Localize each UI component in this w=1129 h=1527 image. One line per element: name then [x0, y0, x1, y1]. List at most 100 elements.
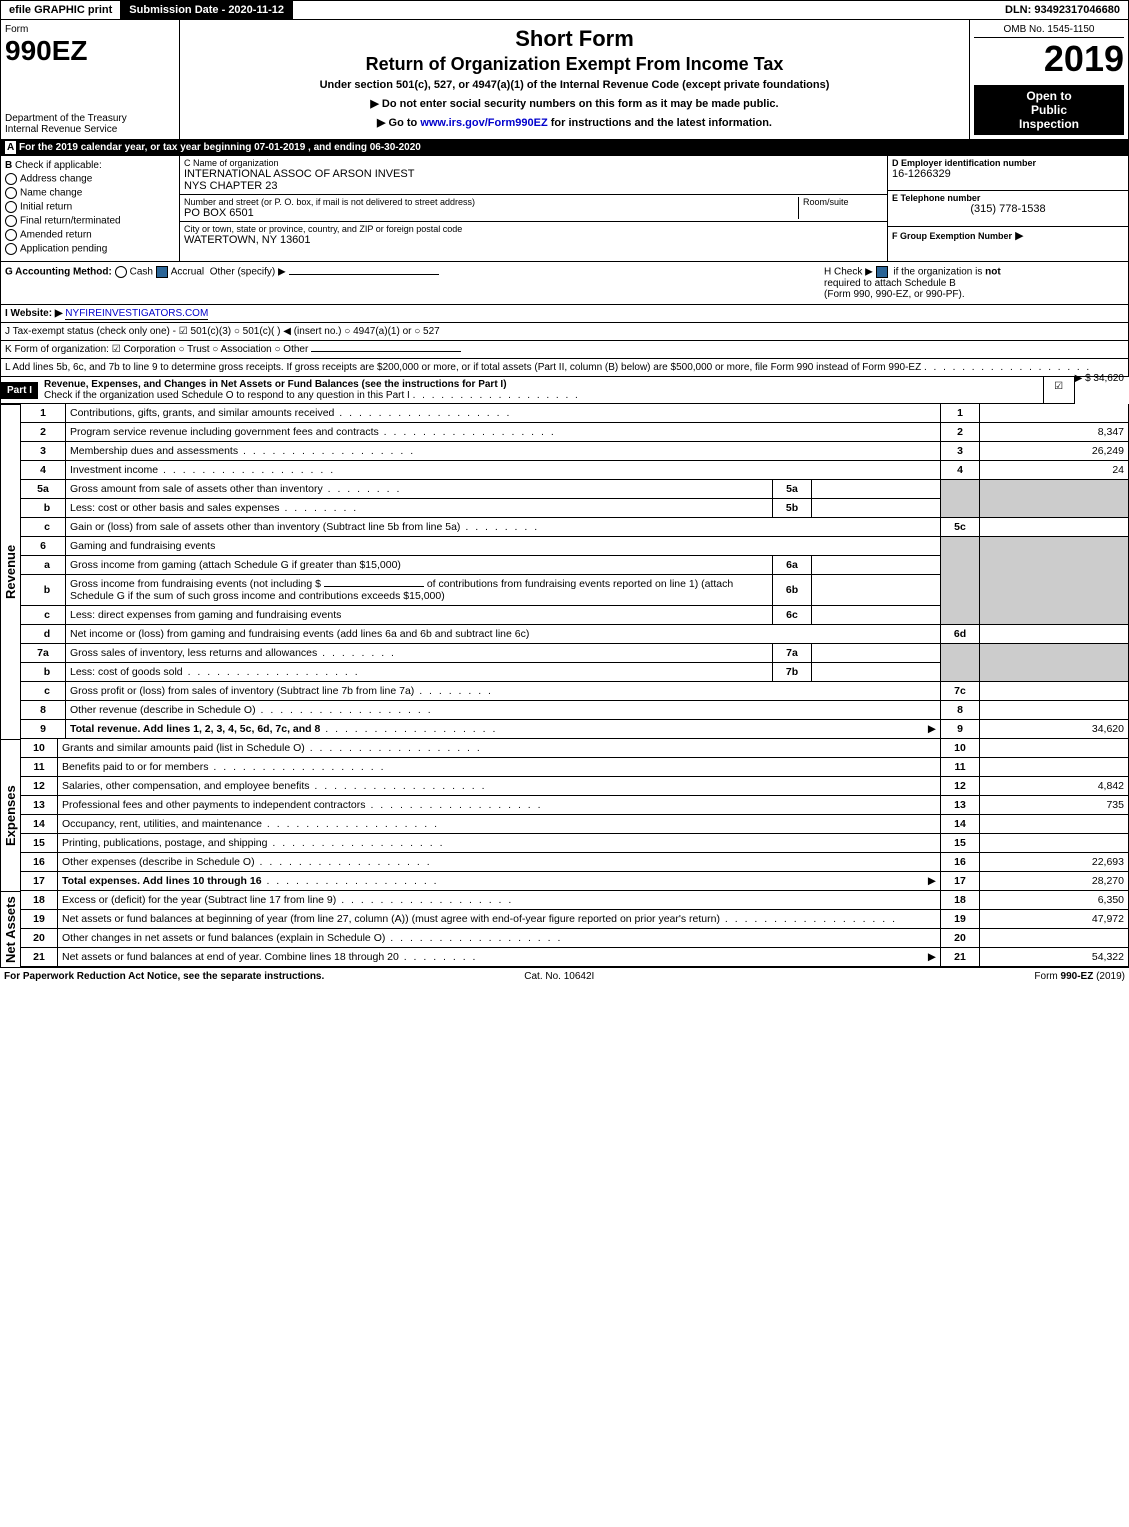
ln12-val: 4,842 [980, 777, 1129, 796]
ln6b-mini: 6b [773, 575, 812, 606]
efile-label[interactable]: efile GRAPHIC print [1, 1, 121, 19]
accrual-checkbox[interactable] [156, 266, 168, 278]
ln5b-mini: 5b [773, 499, 812, 518]
ln20-desc: Other changes in net assets or fund bala… [62, 932, 385, 944]
section-def: D Employer identification number 16-1266… [888, 156, 1128, 261]
part1-title: Revenue, Expenses, and Changes in Net As… [44, 379, 507, 390]
footer-left: For Paperwork Reduction Act Notice, see … [4, 971, 324, 982]
line-20: 20 Other changes in net assets or fund b… [21, 929, 1129, 948]
section-g: G Accounting Method: Cash Accrual Other … [5, 266, 824, 300]
ln18-col: 18 [941, 891, 980, 910]
cash-label: Cash [130, 267, 153, 278]
amended-return-radio[interactable] [5, 229, 17, 241]
ln6b-d1: Gross income from fundraising events (no… [70, 578, 321, 590]
h-text2: if the organization is [893, 267, 985, 278]
line-21: 21 Net assets or fund balances at end of… [21, 948, 1129, 967]
row-gh: G Accounting Method: Cash Accrual Other … [0, 262, 1129, 305]
org-name-1: INTERNATIONAL ASSOC OF ARSON INVEST [184, 168, 883, 180]
ln5c-val [980, 518, 1129, 537]
ln11-desc: Benefits paid to or for members [62, 761, 208, 773]
title-return: Return of Organization Exempt From Incom… [188, 54, 961, 75]
ln6d-desc: Net income or (loss) from gaming and fun… [66, 625, 941, 644]
header-left: Form 990EZ Department of the Treasury In… [1, 20, 180, 139]
ln6a-num: a [21, 556, 66, 575]
ln16-col: 16 [941, 853, 980, 872]
ln16-num: 16 [21, 853, 58, 872]
ln16-val: 22,693 [980, 853, 1129, 872]
ln19-col: 19 [941, 910, 980, 929]
revenue-label: Revenue [1, 404, 21, 739]
form-of-org: K Form of organization: ☑ Corporation ○ … [5, 344, 308, 355]
ln6d-val [980, 625, 1129, 644]
org-address: PO BOX 6501 [184, 207, 798, 219]
ln7a-mini: 7a [773, 644, 812, 663]
subtitle: Under section 501(c), 527, or 4947(a)(1)… [188, 79, 961, 91]
group-exempt-label: F Group Exemption Number [892, 231, 1012, 241]
part1-checkmark[interactable]: ☑ [1043, 377, 1074, 403]
ln3-col: 3 [941, 442, 980, 461]
revenue-section: Revenue 1 Contributions, gifts, grants, … [0, 404, 1129, 739]
ln17-val: 28,270 [980, 872, 1129, 891]
addr-change-radio[interactable] [5, 173, 17, 185]
addr-change-label: Address change [20, 174, 92, 185]
ln5c-col: 5c [941, 518, 980, 537]
ln4-desc: Investment income [70, 464, 158, 476]
line-7a: 7a Gross sales of inventory, less return… [21, 644, 1129, 663]
app-pending-radio[interactable] [5, 243, 17, 255]
ln12-col: 12 [941, 777, 980, 796]
ln17-desc: Total expenses. Add lines 10 through 16 [62, 875, 262, 887]
l-dots [924, 362, 1091, 373]
ln7b-desc: Less: cost of goods sold [70, 666, 183, 678]
phone-label: E Telephone number [892, 193, 1124, 203]
ln12-desc: Salaries, other compensation, and employ… [62, 780, 309, 792]
ln14-num: 14 [21, 815, 58, 834]
cash-radio[interactable] [115, 266, 127, 278]
ln7b-minival [812, 663, 941, 682]
expenses-section: Expenses 10 Grants and similar amounts p… [0, 739, 1129, 891]
footer-right: Form 990-EZ (2019) [1034, 971, 1125, 982]
ln6b-desc: Gross income from fundraising events (no… [66, 575, 773, 606]
ln6-desc: Gaming and fundraising events [66, 537, 941, 556]
irs-link[interactable]: www.irs.gov/Form990EZ [420, 117, 547, 129]
ln6-num: 6 [21, 537, 66, 556]
ln3-val: 26,249 [980, 442, 1129, 461]
ln13-desc: Professional fees and other payments to … [62, 799, 366, 811]
line-12: 12 Salaries, other compensation, and emp… [21, 777, 1129, 796]
ln15-num: 15 [21, 834, 58, 853]
ln5a-num: 5a [21, 480, 66, 499]
ln4-col: 4 [941, 461, 980, 480]
ln6a-desc: Gross income from gaming (attach Schedul… [66, 556, 773, 575]
goto-line: ▶ Go to www.irs.gov/Form990EZ for instru… [188, 116, 961, 129]
room-label: Room/suite [803, 197, 883, 207]
ln21-arrow: ▶ [928, 951, 936, 963]
ln19-desc: Net assets or fund balances at beginning… [62, 913, 720, 925]
line-5a: 5a Gross amount from sale of assets othe… [21, 480, 1129, 499]
initial-return-radio[interactable] [5, 201, 17, 213]
tax-exempt-status: J Tax-exempt status (check only one) - ☑… [5, 326, 440, 337]
ln3-num: 3 [21, 442, 66, 461]
ln9-val: 34,620 [980, 720, 1129, 739]
h-checkbox[interactable] [876, 266, 888, 278]
ln11-col: 11 [941, 758, 980, 777]
ln13-val: 735 [980, 796, 1129, 815]
ln6a-minival [812, 556, 941, 575]
ln20-num: 20 [21, 929, 58, 948]
entity-block: B Check if applicable: Address change Na… [0, 156, 1129, 262]
line-16: 16 Other expenses (describe in Schedule … [21, 853, 1129, 872]
ln7b-mini: 7b [773, 663, 812, 682]
website-link[interactable]: NYFIREINVESTIGATORS.COM [65, 308, 208, 320]
line-6: 6 Gaming and fundraising events [21, 537, 1129, 556]
ln17-arrow: ▶ [928, 875, 936, 887]
name-change-radio[interactable] [5, 187, 17, 199]
ln4-val: 24 [980, 461, 1129, 480]
final-return-radio[interactable] [5, 215, 17, 227]
ln13-num: 13 [21, 796, 58, 815]
initial-return-label: Initial return [20, 202, 72, 213]
ln15-val [980, 834, 1129, 853]
accounting-label: G Accounting Method: [5, 267, 112, 278]
ln20-col: 20 [941, 929, 980, 948]
ein-value: 16-1266329 [892, 168, 1124, 180]
ln18-num: 18 [21, 891, 58, 910]
ln9-arrow: ▶ [928, 723, 936, 735]
ln12-num: 12 [21, 777, 58, 796]
